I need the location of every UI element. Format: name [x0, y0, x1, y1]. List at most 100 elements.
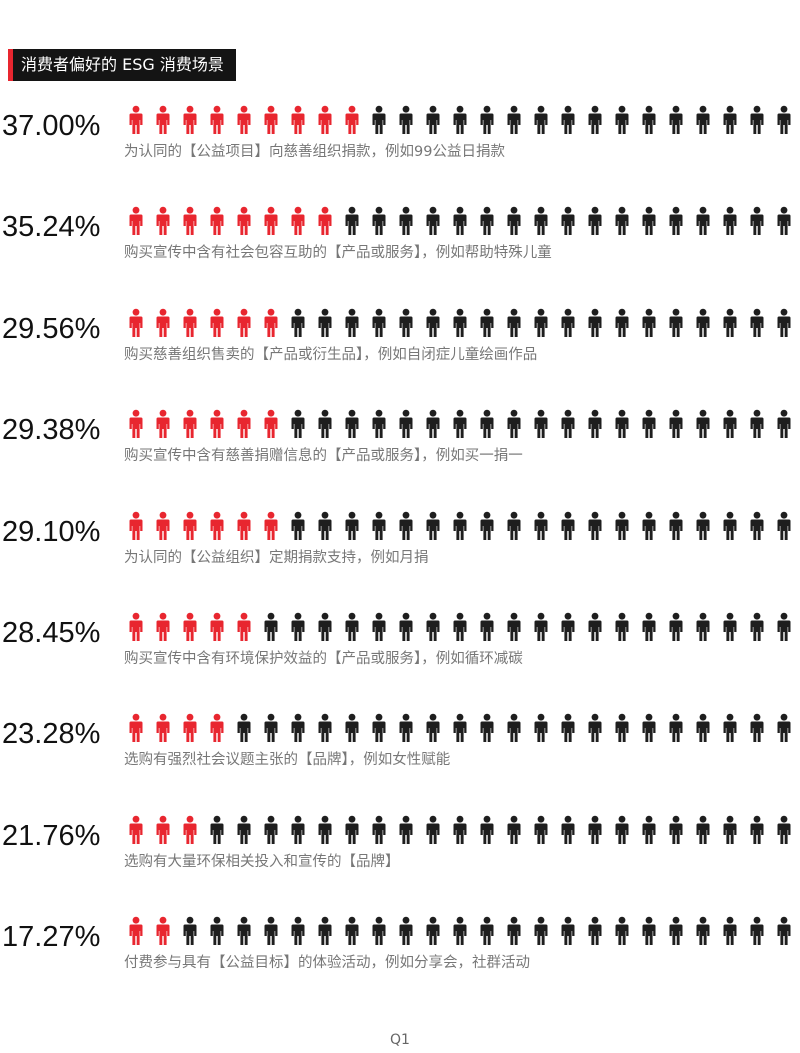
- person-icon: [723, 714, 737, 743]
- row-icons-svg: [129, 714, 791, 743]
- person-icon: [345, 815, 359, 844]
- person-icon: [453, 207, 467, 236]
- person-icon: [777, 815, 791, 844]
- person-icon: [345, 612, 359, 641]
- person-icon: [129, 105, 143, 134]
- person-icon: [399, 815, 413, 844]
- person-icon: [318, 612, 332, 641]
- person-icon: [561, 105, 575, 134]
- person-icon: [723, 612, 737, 641]
- person-icon: [588, 815, 602, 844]
- person-icon: [750, 409, 764, 439]
- row-value: 37.00%: [2, 110, 101, 142]
- person-icon: [534, 612, 548, 641]
- person-icon: [264, 916, 278, 946]
- person-icon: [372, 916, 386, 946]
- person-icon: [237, 815, 251, 844]
- person-icon: [156, 207, 170, 236]
- person-icon: [399, 612, 413, 641]
- person-icon: [156, 714, 170, 743]
- person-icon: [372, 308, 386, 337]
- person-icon: [750, 308, 764, 337]
- person-icon: [507, 207, 521, 236]
- row-value: 23.28%: [2, 718, 101, 751]
- person-icon: [534, 308, 548, 337]
- person-icon: [399, 714, 413, 743]
- person-icon: [750, 105, 764, 134]
- person-icon: [291, 714, 305, 743]
- chart-row: 29.10% 为认同的【公益组织】定期捐款支持，例如月捐: [0, 502, 800, 582]
- row-icons-svg: [129, 511, 791, 540]
- person-icon: [156, 105, 170, 134]
- person-icon: [345, 105, 359, 134]
- person-icon: [129, 409, 143, 439]
- person-icon: [399, 409, 413, 439]
- person-icon: [426, 409, 440, 439]
- person-icon: [750, 207, 764, 236]
- person-icon: [480, 916, 494, 946]
- person-icon: [156, 916, 170, 946]
- person-icon: [156, 815, 170, 844]
- person-icon: [669, 511, 683, 540]
- person-icon: [696, 815, 710, 844]
- person-icon: [318, 815, 332, 844]
- person-icon: [480, 409, 494, 439]
- person-icon: [318, 409, 332, 439]
- person-icon: [696, 105, 710, 134]
- person-icon: [588, 207, 602, 236]
- person-icon: [210, 916, 224, 946]
- person-icon: [156, 409, 170, 439]
- person-icon: [507, 409, 521, 439]
- person-icon: [237, 409, 251, 439]
- person-icon: [534, 511, 548, 540]
- person-icon: [588, 511, 602, 540]
- person-icon: [426, 308, 440, 337]
- row-label: 付费参与具有【公益目标】的体验活动，例如分享会，社群活动: [124, 955, 530, 972]
- person-icon: [156, 308, 170, 337]
- person-icon: [372, 815, 386, 844]
- person-icon: [237, 511, 251, 540]
- row-icons: [128, 299, 800, 341]
- row-icons: [128, 806, 800, 848]
- person-icon: [615, 916, 629, 946]
- row-label: 购买宣传中含有慈善捐赠信息的【产品或服务】，例如买一捐一: [124, 448, 523, 465]
- person-icon: [183, 409, 197, 439]
- person-icon: [777, 308, 791, 337]
- person-icon: [669, 916, 683, 946]
- person-icon: [615, 105, 629, 134]
- person-icon: [372, 207, 386, 236]
- person-icon: [210, 511, 224, 540]
- person-icon: [642, 308, 656, 337]
- person-icon: [426, 815, 440, 844]
- person-icon: [615, 409, 629, 439]
- person-icon: [372, 714, 386, 743]
- row-icons: [128, 502, 800, 544]
- person-icon: [426, 511, 440, 540]
- row-value: 35.24%: [2, 211, 101, 244]
- person-icon: [615, 308, 629, 337]
- chart-row: 28.45% 购买宣传中含有环境保护效益的【产品或服务】，例如循环减碳: [0, 603, 800, 683]
- person-icon: [615, 511, 629, 540]
- footer-label: Q1: [390, 1032, 410, 1048]
- person-icon: [669, 207, 683, 236]
- person-icon: [345, 916, 359, 946]
- person-icon: [345, 511, 359, 540]
- person-icon: [642, 916, 656, 946]
- person-icon: [480, 815, 494, 844]
- person-icon: [183, 511, 197, 540]
- person-icon: [588, 308, 602, 337]
- person-icon: [669, 815, 683, 844]
- row-icons: [128, 400, 800, 442]
- person-icon: [480, 105, 494, 134]
- person-icon: [129, 815, 143, 844]
- person-icon: [291, 308, 305, 337]
- person-icon: [750, 815, 764, 844]
- person-icon: [183, 207, 197, 236]
- person-icon: [453, 511, 467, 540]
- chart-row: 29.38% 购买宣传中含有慈善捐赠信息的【产品或服务】，例如买一捐一: [0, 400, 800, 480]
- person-icon: [210, 105, 224, 134]
- person-icon: [318, 916, 332, 946]
- person-icon: [507, 612, 521, 641]
- person-icon: [696, 612, 710, 641]
- person-icon: [534, 714, 548, 743]
